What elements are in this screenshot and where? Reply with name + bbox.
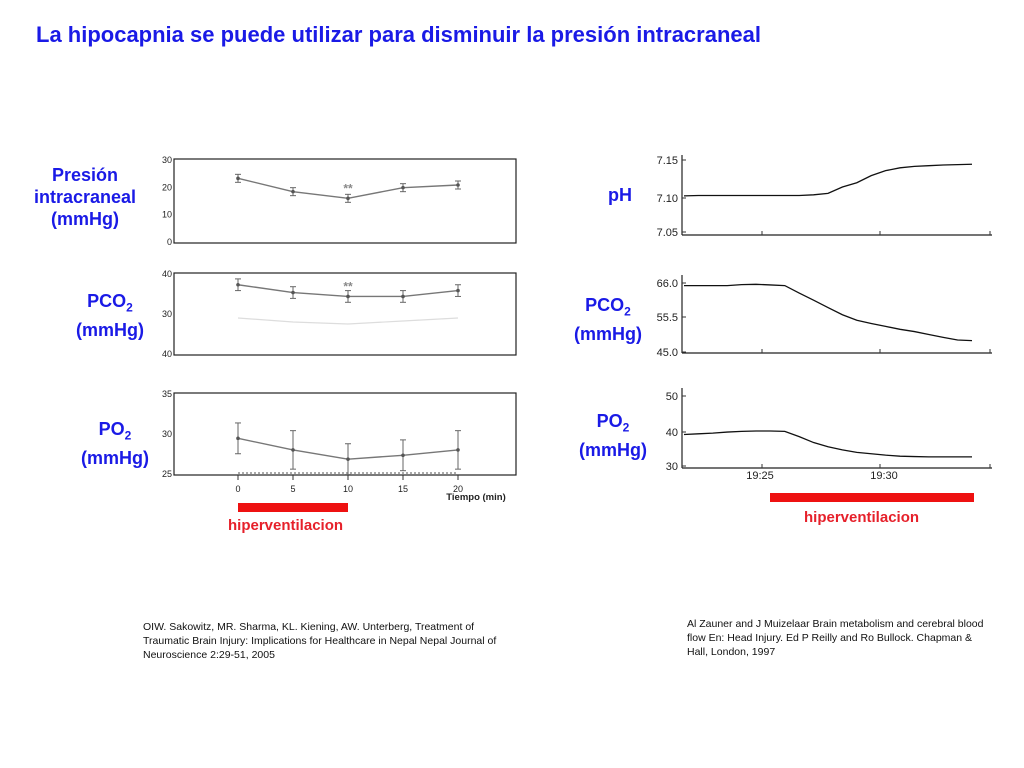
ph_right-trace [683, 163, 973, 197]
po2_left-xtick: 5 [290, 484, 295, 494]
ph_right-ytick: 7.15 [657, 155, 678, 167]
hyperventilation-label-right: hiperventilacion [804, 509, 920, 526]
po2_left-xtick: 20 [453, 484, 463, 494]
po2-left-label-main: PO [98, 419, 125, 439]
pco2-right-label-sub: 2 [624, 304, 631, 319]
icp-significance-mark: ** [343, 181, 353, 195]
icp-ytick: 0 [167, 237, 172, 247]
icp-point [236, 176, 240, 181]
pco2-left-label-unit: (mmHg) [76, 319, 144, 340]
reference-left: OIW. Sakowitz, MR. Sharma, KL. Kiening, … [143, 621, 497, 661]
po2_left-frame [173, 392, 517, 476]
po2-right-axis-label: PO2 (mmHg) [553, 410, 673, 461]
ph_right-ytick: 7.05 [657, 227, 678, 239]
pco2_left-point [291, 290, 295, 295]
hyperventilation-bar-right [770, 493, 974, 502]
icp-point [401, 185, 405, 190]
hyperventilation-bar-left [238, 503, 348, 512]
po2_right-ytick: 50 [666, 391, 678, 403]
icp-label-line-2: intracraneal [33, 187, 137, 207]
po2-right-label-unit: (mmHg) [579, 439, 647, 460]
pco2_left-ytick: 30 [162, 309, 172, 319]
pco2-left-axis-label: PCO2 (mmHg) [50, 290, 170, 341]
pco2_left-point [456, 288, 460, 293]
ph-label: pH [608, 185, 632, 205]
po2-left-label-unit: (mmHg) [81, 447, 149, 468]
po2_left-xtick: 10 [343, 484, 353, 494]
icp-label-line-1: Presión [51, 165, 119, 185]
po2-left-axis-label: PO2 (mmHg) [55, 418, 175, 469]
pco2_left-point [236, 282, 240, 287]
pco2_right-trace [684, 283, 973, 342]
po2-right-label-sub: 2 [622, 420, 630, 435]
po2_left-xtick: 0 [235, 484, 240, 494]
po2_left-point [346, 457, 350, 461]
pco2_left-frame [173, 272, 517, 356]
icp-label-line-3: (mmHg) [51, 209, 119, 229]
po2_right-trace [683, 430, 972, 458]
po2_left-ytick: 35 [162, 389, 172, 399]
ph_right-ytick: 7.10 [657, 193, 678, 205]
po2_left-ytick: 25 [162, 469, 172, 479]
pco2_left-ytick: 40 [162, 269, 172, 279]
pco2-left-label-main: PCO [87, 291, 127, 311]
icp-ytick: 20 [162, 182, 172, 192]
pco2_left-point [401, 294, 405, 299]
po2-left-label-sub: 2 [124, 428, 132, 443]
slide-title: La hipocapnia se puede utilizar para dis… [36, 22, 761, 47]
pco2_right-ytick: 45.0 [657, 347, 678, 359]
po2_left-point [401, 453, 405, 458]
left-x-axis-title: Tiempo (min) [446, 492, 505, 503]
pco2-left-label-sub: 2 [126, 300, 133, 315]
po2_right-ytick: 40 [666, 427, 678, 439]
pco2_left-ytick: 40 [162, 349, 172, 359]
pco2-right-label-main: PCO [585, 295, 625, 315]
icp-ytick: 10 [162, 210, 172, 220]
po2_right-ytick: 30 [666, 461, 678, 473]
pco2-right-label-unit: (mmHg) [574, 323, 642, 344]
po2-right-label-main: PO [596, 411, 623, 431]
pco2_right-ytick: 66.0 [657, 278, 678, 290]
pco2_right-ytick: 55.5 [657, 312, 678, 324]
po2_right-xtick: 19:30 [870, 470, 898, 482]
po2_left-ytick: 30 [162, 429, 172, 439]
icp-ytick: 30 [162, 155, 172, 165]
icp-frame [173, 158, 517, 244]
po2_left-point [456, 448, 460, 452]
pco2-right-axis-label: PCO2 (mmHg) [548, 294, 668, 345]
hyperventilation-label-left: hiperventilacion [228, 517, 344, 534]
po2_left-point [291, 448, 295, 452]
icp-point [456, 183, 460, 187]
pco2_left-point [346, 294, 350, 299]
ph-axis-label: pH [590, 184, 650, 206]
reference-right: Al Zauner and J Muizelaar Brain metaboli… [687, 618, 984, 658]
pco2_left-significance-mark: ** [343, 279, 353, 293]
po2_left-point [236, 436, 240, 441]
po2_left-xtick: 15 [398, 484, 408, 494]
pco2-left-ghost-trace [237, 317, 459, 325]
po2_right-xtick: 19:25 [746, 470, 774, 482]
icp-axis-label: Presión intracraneal (mmHg) [20, 164, 150, 230]
icp-point [346, 196, 350, 201]
icp-point [291, 189, 295, 194]
